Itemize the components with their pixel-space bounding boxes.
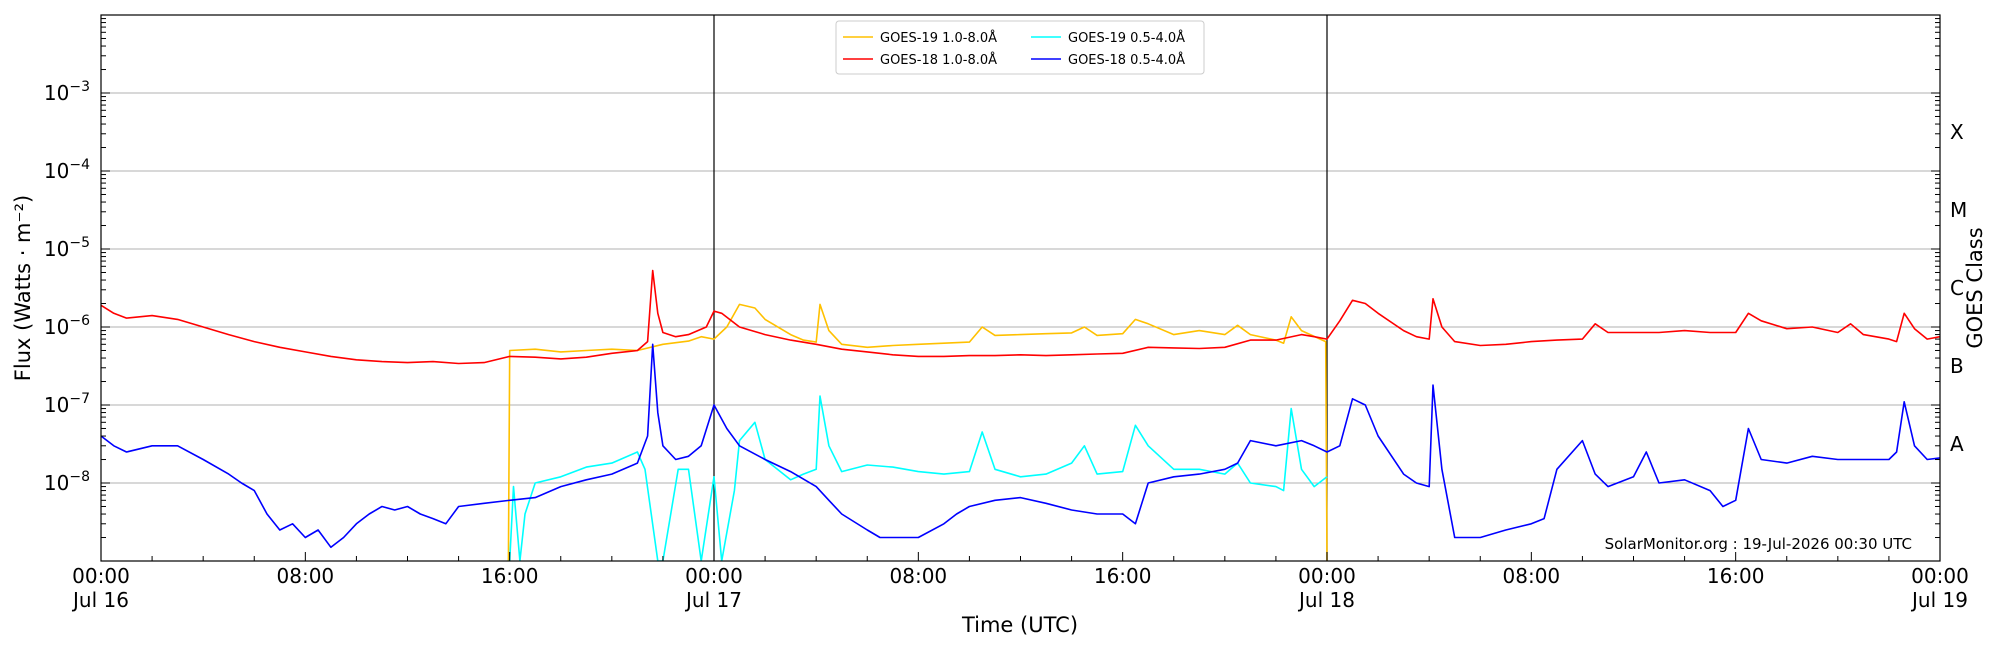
x-tick-time-label: 08:00 — [1503, 564, 1561, 588]
y-tick-label: 10−4 — [44, 157, 90, 183]
x-tick-date-label: Jul 17 — [684, 588, 742, 612]
y-tick-label: 10−6 — [44, 313, 90, 339]
day-boundaries — [713, 15, 1328, 561]
goes-class-label: X — [1950, 120, 1964, 144]
y-axis-title: Flux (Watts · m⁻²) — [11, 195, 35, 381]
series-line-goes19-short — [508, 395, 1328, 561]
goes-class-label: A — [1950, 432, 1964, 456]
x-tick-date-label: Jul 19 — [1910, 588, 1968, 612]
x-tick-time-label: 16:00 — [1707, 564, 1765, 588]
x-axis-title: Time (UTC) — [961, 613, 1078, 637]
x-tick-date-label: Jul 18 — [1297, 588, 1355, 612]
legend-label-goes18-short: GOES-18 0.5-4.0Å — [1068, 52, 1185, 68]
series-line-goes18-short — [101, 343, 1940, 549]
x-tick-time-label: 16:00 — [481, 564, 539, 588]
goes-class-label: M — [1950, 198, 1967, 222]
series-line-goes18-long — [101, 269, 1940, 365]
y-tick-label: 10−5 — [44, 235, 90, 261]
x-tick-time-label: 08:00 — [277, 564, 335, 588]
legend-box — [835, 20, 1205, 75]
x-tick-time-label: 00:00 — [1911, 564, 1969, 588]
series-line-goes19-long — [507, 303, 1328, 561]
legend-label-goes19-short: GOES-19 0.5-4.0Å — [1068, 30, 1185, 46]
legend: GOES-19 1.0-8.0Å GOES-19 0.5-4.0Å GOES-1… — [835, 20, 1205, 75]
x-tick-time-label: 00:00 — [1298, 564, 1356, 588]
y-tick-label: 10−3 — [44, 79, 90, 105]
credit-text: SolarMonitor.org : 19-Jul-2026 00:30 UTC — [1605, 535, 1912, 553]
gridlines — [101, 92, 1940, 484]
axis-ticks — [100, 14, 1941, 562]
series-lines — [101, 269, 1940, 561]
x-tick-time-label: 00:00 — [685, 564, 743, 588]
y2-axis-title: GOES Class — [1963, 227, 1987, 348]
goes-class-label: C — [1950, 276, 1964, 300]
legend-label-goes18-long: GOES-18 1.0-8.0Å — [880, 52, 997, 68]
x-tick-time-label: 16:00 — [1094, 564, 1152, 588]
x-tick-time-label: 00:00 — [72, 564, 130, 588]
y-tick-label: 10−8 — [44, 469, 90, 495]
legend-label-goes19-long: GOES-19 1.0-8.0Å — [880, 30, 997, 46]
y-tick-label: 10−7 — [44, 391, 90, 417]
plot-frame — [100, 14, 1941, 562]
goes-class-label: B — [1950, 354, 1964, 378]
x-tick-date-label: Jul 16 — [71, 588, 129, 612]
x-tick-time-label: 08:00 — [890, 564, 948, 588]
